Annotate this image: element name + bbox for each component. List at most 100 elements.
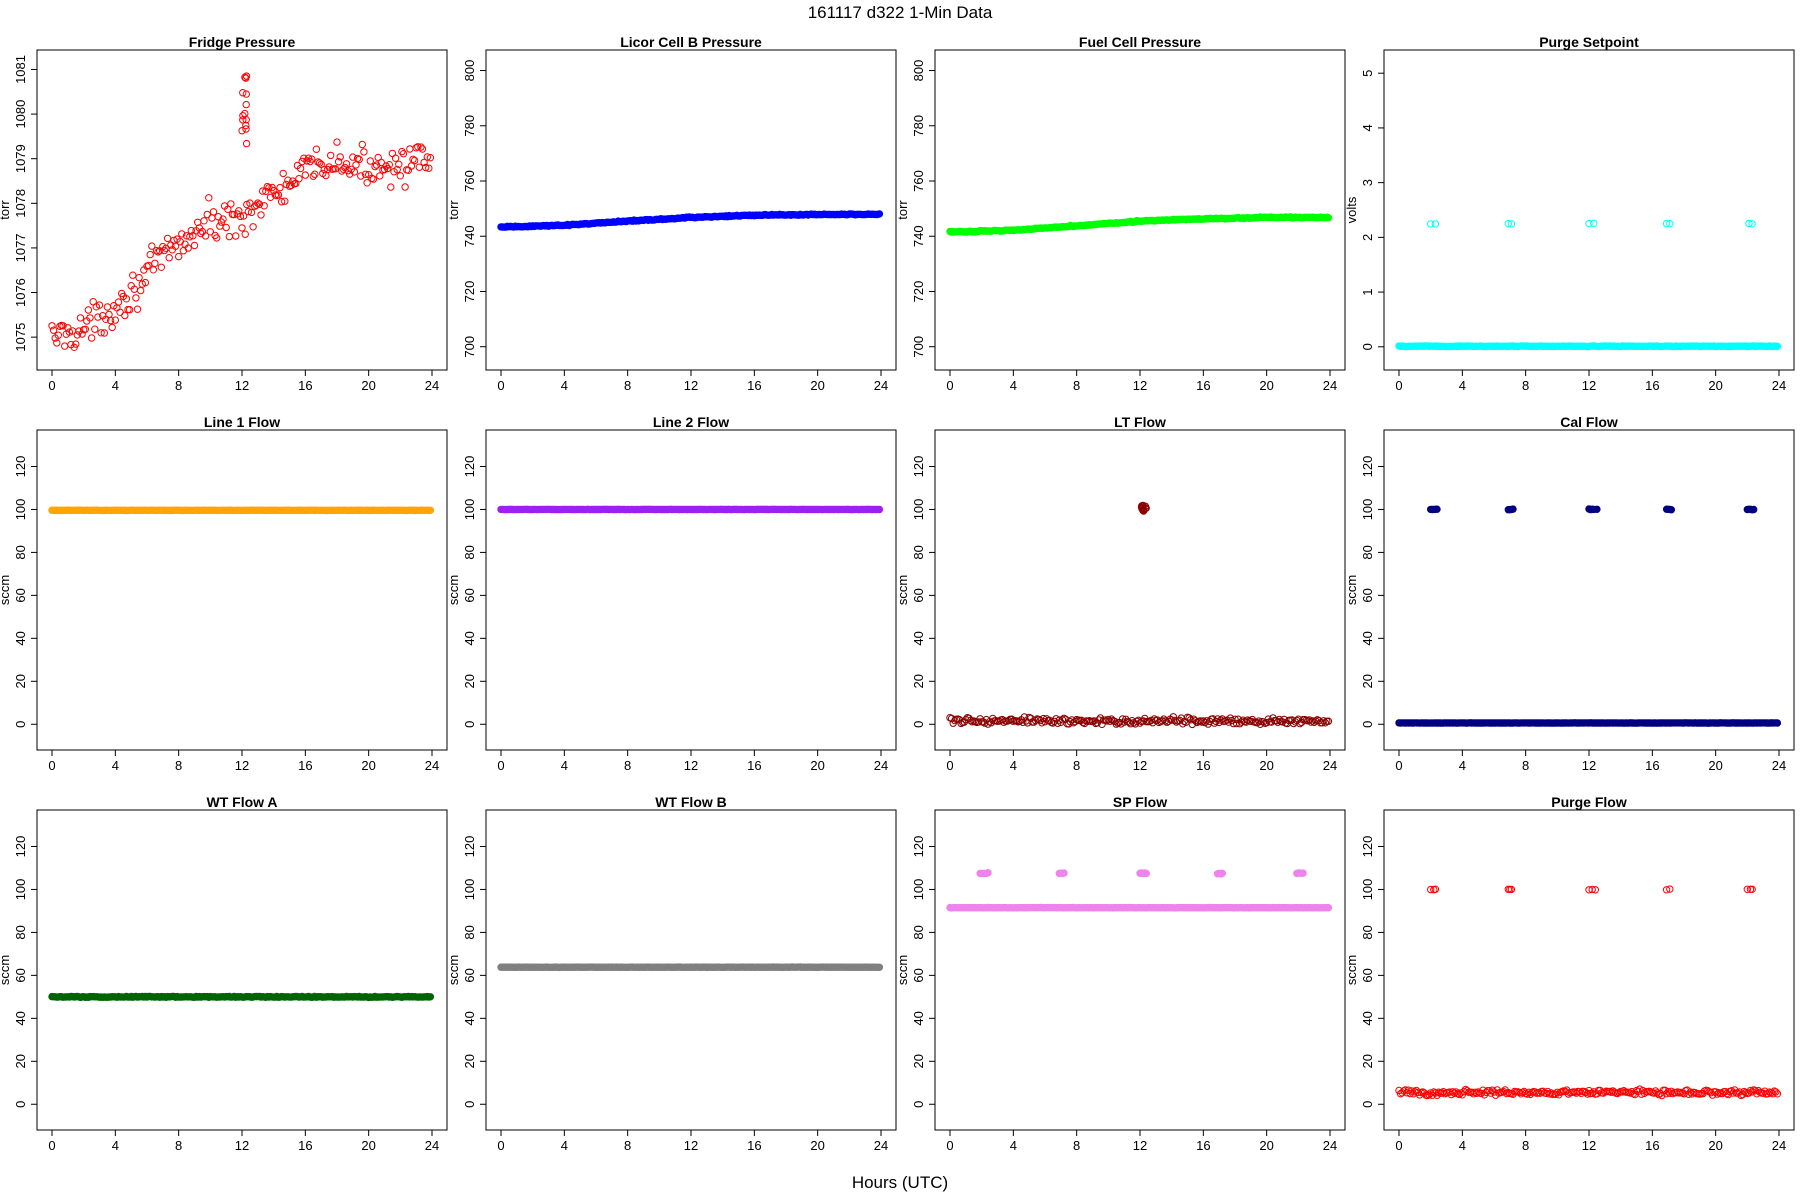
y-tick-label: 700 [911,336,926,358]
y-tick-label: 120 [1360,836,1375,858]
panel-title: Fuel Cell Pressure [1079,34,1201,50]
x-tick-label: 0 [48,758,55,773]
x-tick-label: 24 [1772,1138,1786,1153]
data-point [138,287,144,293]
x-tick-label: 12 [1582,378,1596,393]
x-tick-label: 24 [1772,378,1786,393]
y-tick-label: 120 [13,836,28,858]
data-point [104,304,110,310]
x-tick-label: 0 [48,1138,55,1153]
plot-frame [935,810,1345,1130]
x-tick-label: 12 [1133,1138,1147,1153]
y-tick-label: 80 [911,925,926,939]
y-tick-label: 40 [911,631,926,645]
y-tick-label: 80 [911,545,926,559]
y-tick-label: 0 [462,1101,477,1108]
x-tick-label: 24 [874,378,888,393]
y-axis-label: sccm [446,575,461,605]
x-tick-label: 8 [1522,378,1529,393]
data-point [112,317,118,323]
y-axis-label: sccm [1344,955,1359,985]
y-tick-label: 20 [911,674,926,688]
data-point [397,173,403,179]
y-tick-label: 1 [1360,288,1375,295]
data-point [400,151,406,157]
x-tick-label: 0 [497,758,504,773]
y-tick-label: 20 [13,1054,28,1068]
panel-title: Line 2 Flow [653,414,729,430]
panel-title: SP Flow [1113,794,1167,810]
y-tick-label: 60 [462,588,477,602]
plot-frame [935,430,1345,750]
y-tick-label: 0 [1360,721,1375,728]
x-tick-label: 16 [747,1138,761,1153]
data-point [106,311,112,317]
y-axis-label: torr [446,200,461,220]
x-tick-label: 12 [684,758,698,773]
x-tick-label: 4 [112,1138,119,1153]
x-tick-label: 8 [175,378,182,393]
y-tick-label: 20 [1360,1054,1375,1068]
data-point [372,163,378,169]
data-point [88,335,94,341]
panel-title: Purge Flow [1551,794,1627,810]
x-tick-label: 8 [624,758,631,773]
x-tick-label: 0 [48,378,55,393]
y-tick-label: 100 [462,499,477,521]
data-point [1143,870,1149,876]
plot-frame [37,810,447,1130]
x-tick-label: 20 [1708,1138,1722,1153]
x-tick-label: 16 [1645,758,1659,773]
data-point [77,315,83,321]
y-tick-label: 80 [1360,925,1375,939]
x-tick-label: 8 [1073,1138,1080,1153]
data-series [498,964,883,971]
data-series [1396,220,1781,350]
y-tick-label: 40 [911,1011,926,1025]
panel-10: WT Flow Bsccm0 4 8 12 16 20 24020406080100120 [446,794,896,1153]
data-point [201,218,207,224]
y-tick-label: 80 [13,545,28,559]
x-tick-label: 24 [425,1138,439,1153]
data-point [147,251,153,257]
x-tick-label: 20 [810,1138,824,1153]
y-tick-label: 20 [1360,674,1375,688]
x-tick-label: 16 [747,758,761,773]
data-point [1774,720,1780,726]
panel-3: Fuel Cell Pressuretorr0 4 8 12 16 20 247007207… [895,34,1345,393]
y-tick-label: 40 [1360,1011,1375,1025]
data-point [310,173,316,179]
x-tick-label: 4 [1010,1138,1017,1153]
data-series [1396,506,1781,727]
panel-title: WT Flow B [655,794,727,810]
data-point [243,140,249,146]
data-point [209,215,215,221]
panel-title: Purge Setpoint [1539,34,1639,50]
y-tick-label: 4 [1360,124,1375,131]
y-tick-label: 740 [462,225,477,247]
figure-x-axis-label: Hours (UTC) [852,1173,948,1192]
data-point [122,312,128,318]
y-tick-label: 100 [13,499,28,521]
y-tick-label: 1075 [13,323,28,352]
x-tick-label: 16 [1196,1138,1210,1153]
x-tick-label: 0 [1395,758,1402,773]
x-tick-label: 0 [1395,1138,1402,1153]
x-tick-label: 8 [1522,1138,1529,1153]
x-tick-label: 4 [1459,758,1466,773]
x-tick-label: 24 [874,758,888,773]
panel-title: Fridge Pressure [189,34,296,50]
x-tick-label: 12 [1133,758,1147,773]
x-tick-label: 12 [235,1138,249,1153]
x-tick-label: 8 [175,1138,182,1153]
data-point [328,152,334,158]
x-tick-label: 8 [624,378,631,393]
panel-grid: Fridge Pressuretorr0 4 8 12 16 20 241075107610… [0,34,1794,1153]
data-series [49,507,434,514]
y-tick-label: 1076 [13,278,28,307]
data-point [334,139,340,145]
data-series [947,214,1332,236]
data-point [876,506,882,512]
data-series [1396,886,1781,1099]
